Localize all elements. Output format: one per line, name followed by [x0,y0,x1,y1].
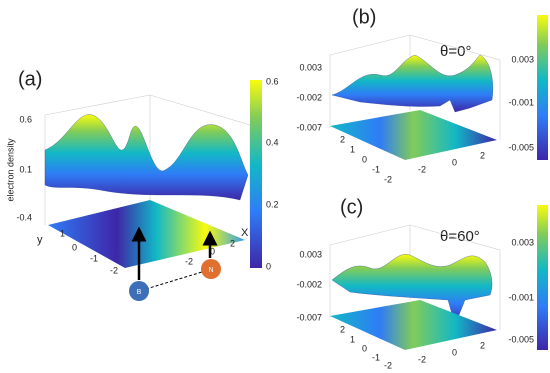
y-tick-label: 0 [362,154,367,164]
y-tick-label: 2 [340,134,345,144]
density-plane [330,300,497,350]
panel-label: (b) [352,6,376,28]
x-tick-label: -2 [418,164,426,174]
angle-label: θ=60° [440,228,480,245]
surface [44,114,249,201]
y-tick-label: 2 [340,324,345,334]
z-tick-label: -0.007 [296,312,322,322]
x-tick-label: 2 [480,150,485,160]
colorbar-tick-label: 0 [266,261,271,271]
density-plane [48,200,245,268]
y-tick-label: -1 [90,253,98,263]
y-tick-label: -2 [384,360,392,370]
x-tick-label: 2 [480,340,485,350]
colorbar [250,80,262,268]
z-tick-label: -0.4 [16,212,32,222]
x-tick-label: 0 [210,246,215,256]
x-tick-label: -2 [185,256,193,266]
z-tick-label: -0.002 [296,92,322,102]
colorbar-tick-label: -0.001 [508,292,534,302]
panel-label: (c) [340,196,363,218]
surface [331,254,493,326]
colorbar-tick-label: 0.003 [511,237,534,247]
panel-c: (c) θ=60° 0.003 -0.002 -0.007 2 1 0 -1 -… [296,196,548,370]
panel-label: (a) [18,68,42,90]
y-tick-label: -2 [110,265,118,275]
angle-label: θ=0° [440,43,471,60]
bond [145,271,203,290]
colorbar-tick-label: -0.005 [508,334,534,344]
colorbar [537,205,548,350]
z-tick-label: 0.1 [19,164,32,174]
colorbar-tick-label: 0.4 [266,137,279,147]
density-plane [330,110,497,160]
atom [201,259,221,279]
x-tick-label: 0 [452,347,457,357]
y-axis-label: y [37,234,43,246]
atom-label: B [137,289,142,296]
y-tick-label: 0 [72,242,77,252]
panel-a: (a) 0.6 0.1 -0.4 electron density y 1 0 … [5,68,279,301]
x-tick-label: -2 [418,354,426,364]
z-tick-label: -0.002 [296,279,322,289]
y-tick-label: -1 [372,164,380,174]
y-tick-label: 0 [362,343,367,353]
y-tick-label: 1 [350,334,355,344]
x-tick-label: 2 [230,238,235,248]
z-tick-label: 0.6 [19,114,32,124]
colorbar-tick-label: 0.2 [266,199,279,209]
atom [129,281,149,301]
z-tick-label: 0.003 [299,62,322,72]
x-tick-label: 0 [452,157,457,167]
z-axis-label: electron density [5,138,15,202]
y-tick-label: -1 [372,352,380,362]
colorbar-tick-label: 0.003 [511,54,534,64]
y-tick-label: -2 [384,174,392,184]
x-axis-label: X [241,227,249,239]
z-tick-label: -0.007 [296,122,322,132]
panel-b: (b) θ=0° 0.003 -0.002 -0.007 2 1 0 -1 -2… [296,6,548,184]
colorbar-tick-label: -0.005 [508,142,534,152]
z-tick-label: 0.003 [299,249,322,259]
colorbar [537,15,548,160]
colorbar-tick-label: 0.6 [266,76,279,86]
y-tick-label: 1 [350,144,355,154]
colorbar-tick-label: -0.001 [508,97,534,107]
y-tick-label: 1 [60,228,65,238]
atom-label: N [208,267,213,274]
surface [331,54,493,113]
